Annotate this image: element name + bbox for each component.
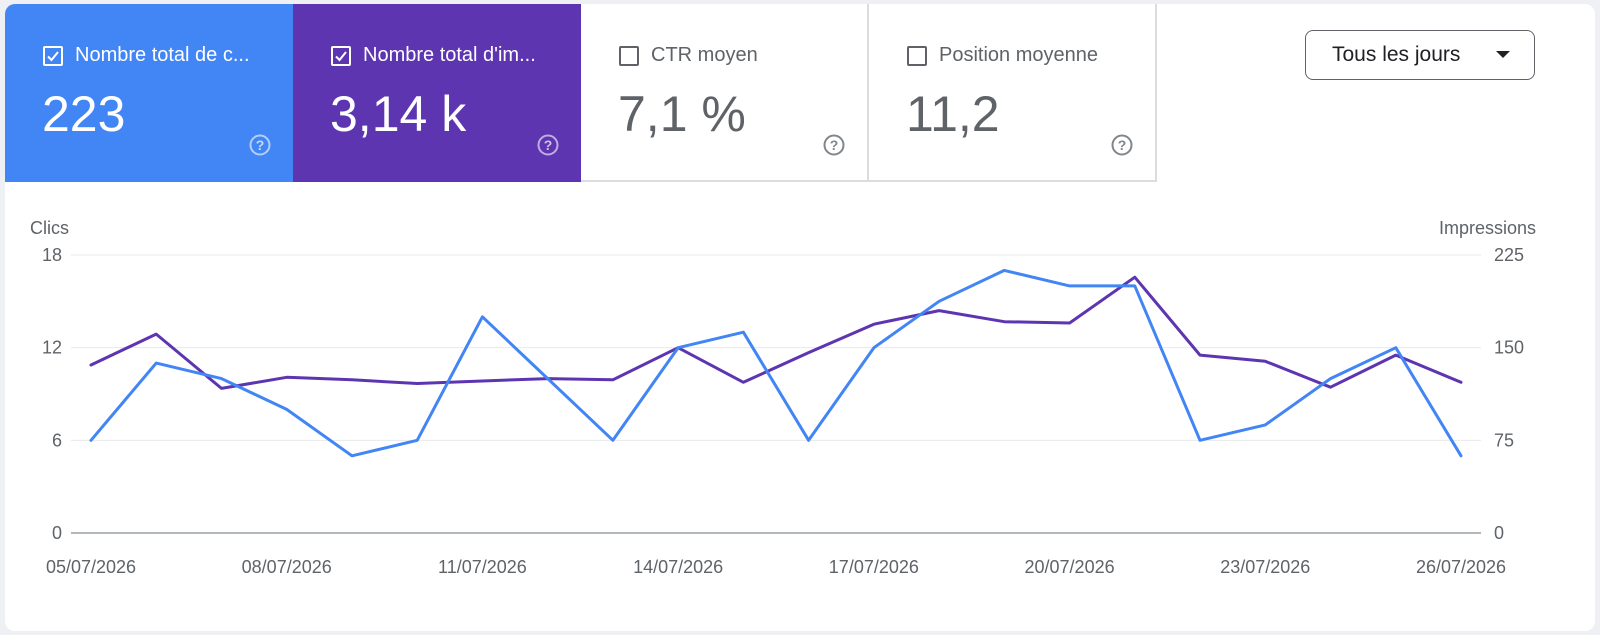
x-tick-label: 26/07/2026 xyxy=(1416,557,1506,577)
x-tick-label: 20/07/2026 xyxy=(1025,557,1115,577)
metric-header: CTR moyen xyxy=(619,44,758,67)
help-icon[interactable]: ? xyxy=(1111,134,1133,156)
metric-tile-position[interactable]: Position moyenne 11,2 ? xyxy=(869,4,1157,182)
y-left-tick-label: 6 xyxy=(52,430,62,450)
metric-header: Nombre total de c... xyxy=(43,44,250,67)
svg-text:?: ? xyxy=(830,137,839,153)
x-tick-label: 08/07/2026 xyxy=(242,557,332,577)
x-tick-label: 05/07/2026 xyxy=(46,557,136,577)
metric-label: Nombre total de c... xyxy=(75,44,250,66)
y-right-tick-label: 0 xyxy=(1494,523,1504,543)
metric-header: Nombre total d'im... xyxy=(331,44,536,67)
y-right-tick-label: 75 xyxy=(1494,430,1514,450)
metric-value: 7,1 % xyxy=(618,86,746,142)
y-left-tick-label: 0 xyxy=(52,523,62,543)
checkbox-checked-icon[interactable] xyxy=(331,45,351,66)
help-icon[interactable]: ? xyxy=(823,134,845,156)
metric-value: 11,2 xyxy=(906,86,1000,142)
x-tick-label: 11/07/2026 xyxy=(438,557,527,577)
metric-label: CTR moyen xyxy=(651,44,758,66)
y-left-tick-label: 12 xyxy=(42,338,62,358)
svg-text:?: ? xyxy=(256,137,265,153)
metric-tile-clicks[interactable]: Nombre total de c... 223 ? xyxy=(5,4,293,182)
performance-card: Nombre total de c... 223 ? Nombre total … xyxy=(5,4,1595,631)
y-right-tick-label: 225 xyxy=(1494,245,1524,265)
x-tick-label: 14/07/2026 xyxy=(633,557,723,577)
metric-header: Position moyenne xyxy=(907,44,1098,67)
metric-label: Position moyenne xyxy=(939,44,1098,66)
metric-tile-impressions[interactable]: Nombre total d'im... 3,14 k ? xyxy=(293,4,581,182)
x-tick-label: 17/07/2026 xyxy=(829,557,919,577)
y-left-axis-title: Clics xyxy=(30,218,69,238)
metric-tile-ctr[interactable]: CTR moyen 7,1 % ? xyxy=(581,4,869,182)
performance-chart: Clics Impressions 0 0 6 75 12 150 18 225 05/07/202… xyxy=(30,218,1536,577)
svg-text:?: ? xyxy=(1118,137,1127,153)
metric-label: Nombre total d'im... xyxy=(363,44,536,66)
metric-value: 3,14 k xyxy=(330,86,467,142)
svg-text:?: ? xyxy=(544,137,553,153)
metric-value: 223 xyxy=(42,86,126,142)
help-icon[interactable]: ? xyxy=(249,134,271,156)
series-line-impressions xyxy=(89,275,1463,390)
y-right-tick-label: 150 xyxy=(1494,338,1524,358)
dropdown-label: Tous les jours xyxy=(1332,43,1461,66)
help-icon[interactable]: ? xyxy=(537,134,559,156)
checkbox-unchecked-icon[interactable] xyxy=(619,45,639,66)
y-right-axis-title: Impressions xyxy=(1439,218,1536,238)
checkbox-unchecked-icon[interactable] xyxy=(907,45,927,66)
date-granularity-dropdown[interactable]: Tous les jours xyxy=(1305,30,1535,80)
checkbox-checked-icon[interactable] xyxy=(43,45,63,66)
y-left-tick-label: 18 xyxy=(42,245,62,265)
series-line-clicks xyxy=(89,268,1463,458)
caret-down-icon xyxy=(1496,51,1510,58)
x-tick-label: 23/07/2026 xyxy=(1220,557,1310,577)
